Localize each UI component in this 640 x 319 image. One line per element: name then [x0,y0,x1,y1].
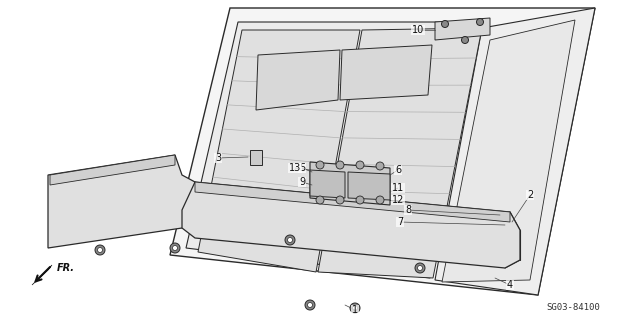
Polygon shape [32,265,52,285]
Circle shape [356,161,364,169]
Circle shape [336,196,344,204]
Circle shape [356,196,364,204]
Polygon shape [186,22,482,278]
Circle shape [287,238,292,242]
Text: 11: 11 [392,183,404,193]
Polygon shape [48,155,195,248]
Text: 7: 7 [397,217,403,227]
Polygon shape [310,170,345,198]
Text: 9: 9 [299,177,305,187]
Circle shape [97,248,102,253]
Circle shape [461,36,468,43]
Text: 13: 13 [289,163,301,173]
Text: 12: 12 [392,195,404,205]
Polygon shape [340,45,432,100]
Circle shape [376,162,384,170]
Circle shape [305,300,315,310]
Polygon shape [195,182,510,222]
Circle shape [376,196,384,204]
Text: 8: 8 [405,205,411,215]
Circle shape [336,161,344,169]
Text: 10: 10 [412,25,424,35]
Circle shape [173,246,177,250]
Text: 1: 1 [352,305,358,315]
Polygon shape [442,20,575,282]
Polygon shape [310,162,390,205]
Circle shape [307,302,312,308]
Circle shape [477,19,483,26]
Polygon shape [250,150,262,165]
Text: 6: 6 [395,165,401,175]
Circle shape [353,306,358,310]
Circle shape [285,235,295,245]
Polygon shape [256,50,340,110]
Polygon shape [170,8,595,295]
Text: 3: 3 [215,153,221,163]
Circle shape [415,263,425,273]
Circle shape [442,20,449,27]
Text: 4: 4 [507,280,513,290]
Polygon shape [348,172,390,200]
Text: 2: 2 [527,190,533,200]
Text: FR.: FR. [57,263,75,273]
Text: SG03-84100: SG03-84100 [547,303,600,313]
Text: 5: 5 [299,163,305,173]
Circle shape [170,243,180,253]
Polygon shape [198,30,360,272]
Circle shape [95,245,105,255]
Circle shape [417,265,422,271]
Circle shape [350,303,360,313]
Polygon shape [318,28,482,278]
Polygon shape [435,8,595,295]
Polygon shape [50,155,175,185]
Polygon shape [182,182,520,268]
Circle shape [316,196,324,204]
Polygon shape [435,18,490,40]
Circle shape [316,161,324,169]
